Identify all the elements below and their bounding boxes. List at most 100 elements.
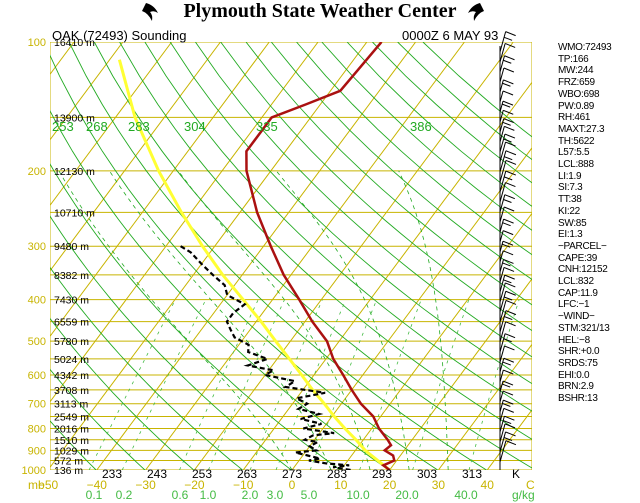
- wind-barb: [499, 109, 514, 123]
- index-item: SRDS:75: [558, 357, 598, 369]
- height-label: 13900 m: [54, 112, 95, 124]
- index-item: −WIND−: [558, 311, 595, 323]
- mixing-ratio-tick-label: 5.0: [301, 488, 318, 502]
- isotherm: [0, 42, 25, 470]
- dry-adiabat: [245, 42, 532, 306]
- mixing-ratio-tick-label: 3.0: [267, 488, 284, 502]
- dry-adiabat: [270, 42, 532, 281]
- index-item: SW:85: [558, 217, 587, 229]
- wind-barb: [499, 274, 515, 293]
- isotherm: [50, 42, 270, 338]
- temp-axis-label: mb: [28, 478, 45, 492]
- pressure-label: 500: [28, 336, 46, 348]
- mixing-ratio-tick-label: 10.0: [346, 488, 370, 502]
- chart-series: [117, 42, 396, 470]
- index-item: LI:1.9: [558, 170, 582, 182]
- moist-adiabat: [398, 170, 449, 470]
- temp-tick-label: 10: [334, 478, 348, 492]
- index-item: STM:321/13: [558, 322, 610, 334]
- dry-adiabat: [50, 368, 146, 470]
- dry-adiabat: [50, 317, 194, 470]
- height-label: 8382 m: [54, 270, 89, 282]
- index-item: LCL:832: [558, 276, 594, 288]
- theta-unit-label: K: [512, 467, 520, 481]
- wind-barb: [499, 369, 514, 383]
- height-label: 6559 m: [54, 317, 89, 329]
- wind-barb: [499, 310, 517, 333]
- page-title: Plymouth State Weather Center: [183, 0, 457, 22]
- moist-adiabat: [58, 170, 293, 470]
- height-label: 5024 m: [54, 354, 89, 366]
- wind-barb: [499, 182, 516, 203]
- theta-top-label: 253: [52, 119, 74, 134]
- height-label: 2549 m: [54, 412, 89, 424]
- time-label: 0000Z 6 MAY 93: [402, 28, 498, 43]
- dry-adiabat: [50, 163, 341, 470]
- index-item: RH:461: [558, 112, 591, 124]
- isotherm: [50, 42, 319, 403]
- theta-tick-label: 283: [327, 467, 347, 481]
- height-label: 10710 m: [54, 207, 95, 219]
- dry-adiabat: [169, 42, 532, 385]
- wind-barb: [499, 240, 514, 253]
- wind-barb: [499, 230, 514, 243]
- mixing-ratio-tick-label: 20.0: [395, 488, 419, 502]
- theta-tick-label: 303: [417, 467, 437, 481]
- height-label: 16410 m: [54, 37, 95, 49]
- isotherm: [193, 42, 514, 470]
- index-item: L57:5.5: [558, 147, 590, 159]
- theta-top-label: 335: [256, 119, 278, 134]
- dewpoint-line: [180, 245, 351, 470]
- indices-panel: WMO:72493 TP:166 MW:244 FRZ:659 WBO:698 PW:0.…: [558, 42, 640, 405]
- index-item: MAXT:27.3: [558, 123, 605, 135]
- wind-barb: [499, 423, 516, 443]
- logo-marks: [142, 3, 484, 21]
- wind-barb: [499, 125, 515, 143]
- isotherm: [50, 42, 221, 272]
- pressure-label: 900: [28, 445, 46, 457]
- pressure-label: 100: [28, 37, 46, 49]
- temp-tick-label: −40: [87, 478, 108, 492]
- isotherm: [50, 42, 368, 469]
- index-item: TT:38: [558, 194, 582, 206]
- mixing-ratio-tick-label: 40.0: [454, 488, 478, 502]
- pressure-label: 400: [28, 295, 46, 307]
- index-item: WMO:72493: [558, 42, 612, 53]
- wind-barb: [499, 55, 515, 73]
- wind-barb: [499, 415, 515, 433]
- dry-adiabat: [50, 420, 97, 470]
- isotherm: [50, 42, 124, 141]
- wind-barb: [499, 141, 516, 163]
- height-label: 2016 m: [54, 424, 89, 436]
- theta-tick-label: 293: [372, 467, 392, 481]
- index-item: MW:244: [558, 65, 594, 77]
- wind-barb: [499, 218, 514, 233]
- mixing-ratio-line: [179, 299, 259, 470]
- index-item: EI:1.3: [558, 229, 583, 241]
- header: Plymouth State Weather Center: [0, 0, 640, 26]
- pressure-label: 800: [28, 424, 46, 436]
- dry-adiabat: [144, 42, 532, 412]
- dry-adiabat: [50, 215, 292, 470]
- pressure-label: 300: [28, 241, 46, 253]
- pressure-label: 700: [28, 399, 46, 411]
- wind-barb: [499, 321, 516, 343]
- wind-barb: [499, 299, 517, 323]
- index-item: PW:0.89: [558, 100, 595, 112]
- wind-barb: [499, 118, 514, 133]
- wind-barb: [499, 399, 514, 413]
- height-label: 3708 m: [54, 385, 89, 397]
- index-item: CAP:11.9: [558, 287, 598, 299]
- index-item: FRZ:659: [558, 77, 595, 89]
- index-item: BSHR:13: [558, 393, 598, 405]
- mixing-ratio-line: [121, 299, 207, 470]
- index-item: BRN:2.9: [558, 381, 594, 393]
- wind-barb: [499, 282, 516, 303]
- wind-barb: [499, 170, 517, 193]
- dry-adiabat: [68, 42, 487, 470]
- mixing-ratio-line: [309, 299, 378, 470]
- height-label: 572 m: [54, 455, 83, 467]
- index-item: EHI:0.0: [558, 369, 590, 381]
